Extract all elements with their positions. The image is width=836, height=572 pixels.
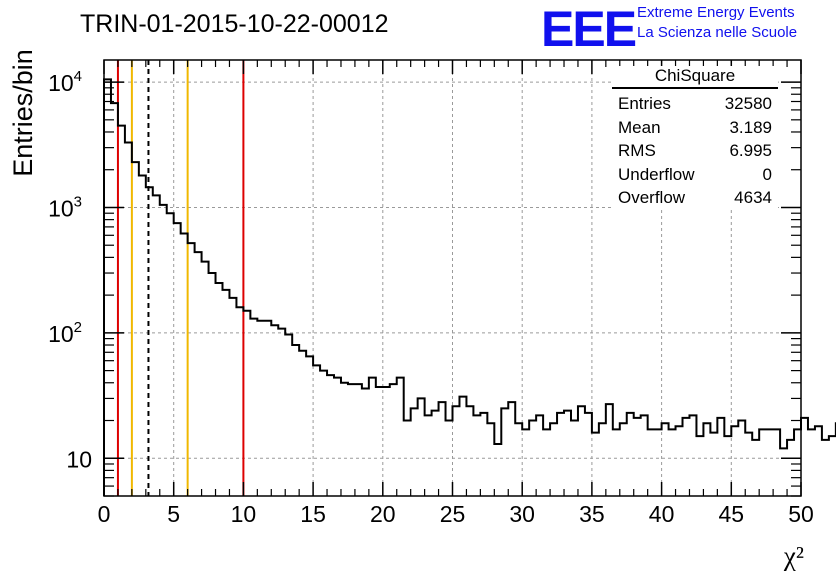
stats-row-overflow: Overflow 4634 <box>612 186 778 210</box>
x-tick-label: 30 <box>509 501 535 527</box>
stats-label: Overflow <box>618 188 686 207</box>
x-tick-labels: 0 5 10 15 20 25 30 35 40 45 50 <box>98 501 814 527</box>
logo-subtitle-line1: Extreme Energy Events <box>637 4 795 21</box>
stats-title: ChiSquare <box>612 66 778 89</box>
stats-value: 6.995 <box>729 141 772 160</box>
x-tick-label: 45 <box>719 501 745 527</box>
stats-value: 32580 <box>724 94 772 113</box>
y-tick-label: 10 <box>66 446 92 472</box>
x-axis-label: χ² <box>783 541 804 571</box>
y-tick-label: 104 <box>48 68 82 96</box>
y-tick-label: 103 <box>48 193 82 221</box>
stats-label: Mean <box>618 117 661 137</box>
stats-row-mean: Mean 3.189 <box>612 116 778 140</box>
stats-row-rms: RMS 6.995 <box>612 139 778 163</box>
stats-label: Underflow <box>618 164 695 184</box>
x-tick-label: 50 <box>788 501 814 527</box>
stats-row-entries: Entries 32580 <box>612 92 778 116</box>
x-tick-label: 0 <box>98 501 111 527</box>
axis-ticks <box>103 60 802 497</box>
x-tick-label: 20 <box>370 501 396 527</box>
x-tick-label: 5 <box>167 501 180 527</box>
x-tick-label: 25 <box>440 501 466 527</box>
stats-row-underflow: Underflow 0 <box>612 163 778 187</box>
logo-subtitle-line2: La Scienza nelle Scuole <box>637 24 798 41</box>
y-axis-label: Entries/bin <box>8 49 38 177</box>
stats-label: Entries <box>618 94 671 113</box>
stats-value: 4634 <box>734 188 772 207</box>
stats-box: ChiSquare Entries 32580 Mean 3.189 RMS 6… <box>612 66 778 210</box>
stats-value: 0 <box>762 164 772 184</box>
histogram-series <box>103 78 836 496</box>
stats-label: RMS <box>618 141 656 160</box>
marker-lines <box>116 60 245 496</box>
x-tick-label: 40 <box>649 501 675 527</box>
x-tick-label: 15 <box>300 501 326 527</box>
x-tick-label: 10 <box>231 501 257 527</box>
y-tick-label: 102 <box>48 319 82 347</box>
eee-logo: EEE <box>541 1 637 57</box>
x-tick-label: 35 <box>579 501 605 527</box>
stats-value: 3.189 <box>729 117 772 137</box>
y-tick-labels: 10 102 103 104 <box>48 68 92 472</box>
run-title: TRIN-01-2015-10-22-00012 <box>80 10 389 38</box>
